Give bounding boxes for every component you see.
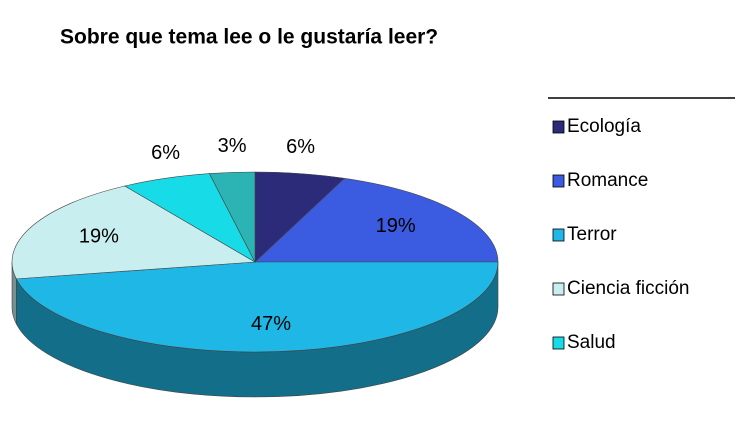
- data-label: 6%: [286, 136, 315, 158]
- legend-swatch: [552, 336, 565, 350]
- legend-label: Romance: [567, 170, 648, 191]
- legend-label: Salud: [567, 332, 616, 353]
- pie-slice: [208, 171, 256, 263]
- data-label: 6%: [151, 142, 180, 164]
- legend-label: Ciencia ficción: [567, 278, 690, 299]
- legend-swatch: [552, 120, 565, 134]
- pie-slice: [254, 178, 499, 263]
- data-label: 47%: [251, 313, 291, 335]
- legend-swatch: [552, 174, 565, 188]
- data-label: 19%: [79, 225, 119, 247]
- chart-title: Sobre que tema lee o le gustaría leer?: [60, 26, 438, 49]
- legend-label: Ecología: [567, 116, 641, 137]
- pie-slice: [15, 261, 499, 353]
- data-label: 3%: [218, 135, 247, 157]
- data-label: 19%: [376, 215, 416, 237]
- legend-label: Terror: [567, 224, 617, 245]
- legend-swatch: [552, 228, 565, 242]
- legend-swatch: [552, 282, 565, 296]
- pie-slice: [11, 185, 256, 280]
